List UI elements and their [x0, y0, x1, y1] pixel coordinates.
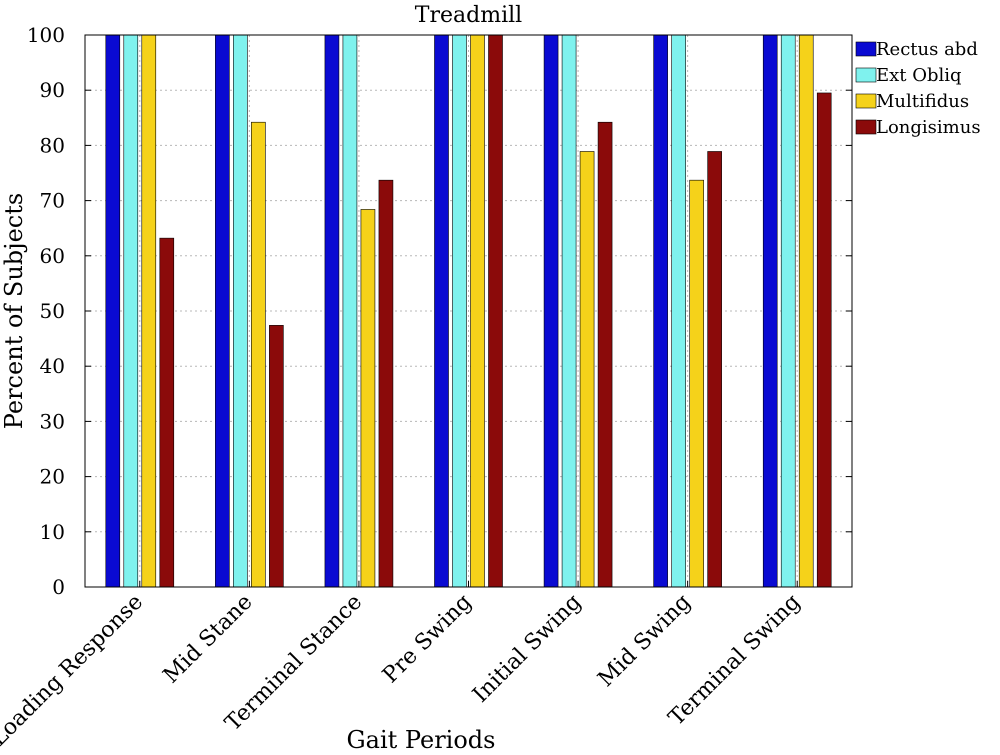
bar [233, 34, 248, 588]
x-tick-label: Mid Stane [159, 590, 258, 689]
y-tick-label: 90 [40, 78, 65, 102]
legend: Rectus abd Ext Obliq Multifidus Longisimus [855, 39, 981, 138]
y-tick-label: 0 [52, 575, 65, 599]
bar [561, 34, 577, 588]
y-tick-label: 20 [40, 465, 65, 489]
bar [816, 92, 832, 588]
y-tick-label: 80 [40, 133, 65, 157]
bar [269, 325, 284, 588]
legend-swatch [855, 93, 877, 109]
bar [342, 34, 358, 588]
legend-swatch [855, 119, 877, 135]
y-tick-label: 30 [40, 409, 65, 433]
bar [762, 34, 778, 588]
legend-swatch [855, 41, 877, 57]
bar [488, 34, 503, 588]
bar [707, 151, 722, 588]
chart-title: Treadmill [415, 3, 522, 28]
y-tick-label: 70 [40, 189, 65, 213]
bar [780, 34, 796, 588]
bar [434, 34, 449, 588]
legend-label: Multifidus [876, 91, 969, 112]
bar [653, 34, 668, 588]
bar [470, 34, 485, 588]
bar [324, 34, 340, 588]
bar [251, 121, 266, 588]
bar [452, 34, 467, 588]
bar [543, 34, 559, 588]
x-tick-label: Loading Response [0, 590, 148, 752]
bar [105, 34, 121, 588]
bar [597, 121, 613, 588]
y-tick-label: 50 [40, 299, 65, 323]
bar [378, 179, 394, 588]
legend-swatch [855, 67, 877, 83]
y-axis-ticks: 0 10 20 30 40 50 60 70 80 90 100 [27, 23, 852, 599]
legend-label: Longisimus [876, 117, 981, 138]
grid-lines [85, 35, 852, 587]
bar [123, 34, 139, 588]
bar [798, 34, 814, 588]
bar [215, 34, 230, 588]
bar [159, 237, 175, 588]
x-tick-label: Mid Swing [593, 590, 695, 692]
legend-label: Rectus abd [876, 39, 978, 60]
bar [579, 151, 595, 588]
y-tick-label: 60 [40, 244, 65, 268]
legend-label: Ext Obliq [876, 65, 962, 86]
x-tick-label: Initial Swing [468, 590, 586, 708]
x-tick-label: Pre Swing [378, 590, 477, 689]
y-axis-title: Percent of Subjects [0, 193, 28, 429]
bar [360, 209, 376, 588]
bar [141, 34, 157, 588]
y-tick-label: 40 [40, 354, 65, 378]
bar [689, 179, 704, 588]
y-tick-label: 10 [40, 520, 65, 544]
y-tick-label: 100 [27, 23, 65, 47]
bars [105, 34, 832, 588]
bar [671, 34, 686, 588]
x-axis-title: Gait Periods [347, 726, 496, 754]
